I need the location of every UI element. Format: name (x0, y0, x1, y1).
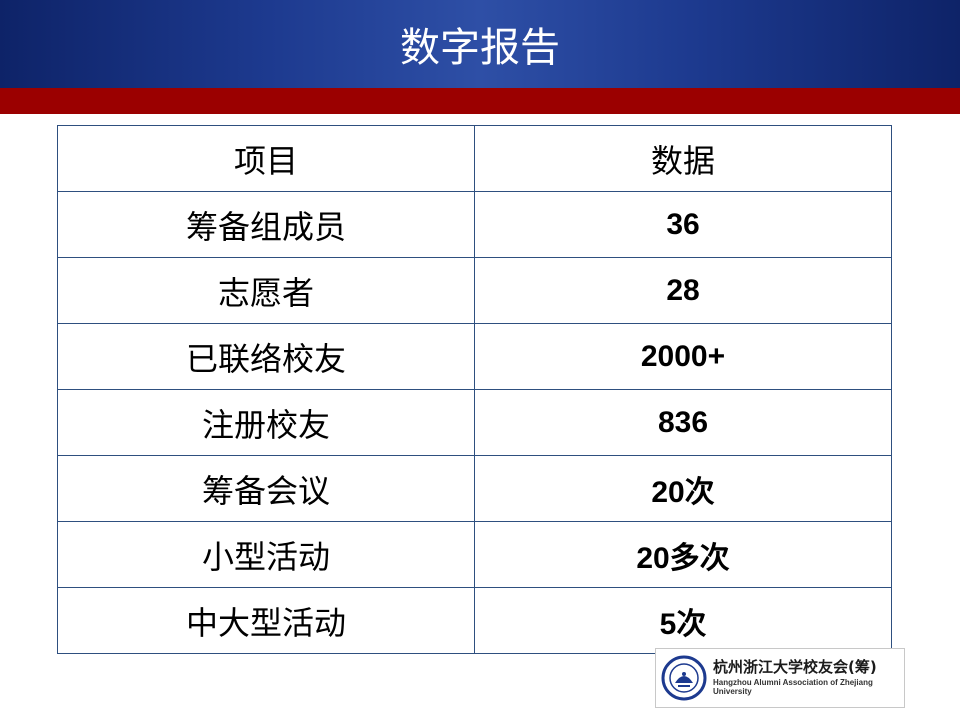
row-value-cell: 836 (474, 389, 892, 456)
header-band (0, 0, 960, 88)
table-row: 志愿者 28 (57, 257, 892, 324)
slide-title: 数字报告 (400, 25, 560, 71)
table-header-row: 项目 数据 (57, 125, 892, 192)
logo-english-name: Hangzhou Alumni Association of Zhejiang … (713, 677, 873, 696)
row-value-cell: 5次 (474, 587, 892, 654)
row-value-cell: 2000+ (474, 323, 892, 390)
row-item-cell: 中大型活动 (57, 587, 475, 654)
row-value-cell: 20多次 (474, 521, 892, 588)
row-item-cell: 注册校友 (57, 389, 475, 456)
table-row: 注册校友 836 (57, 389, 892, 456)
data-table: 项目 数据 筹备组成员 36 志愿者 28 已联络校友 2000+ 注册校友 8… (57, 125, 892, 654)
header-item-cell: 项目 (57, 125, 475, 192)
table-row: 中大型活动 5次 (57, 587, 892, 654)
table-row: 筹备组成员 36 (57, 191, 892, 258)
accent-red-bar (0, 88, 960, 114)
row-value-cell: 20次 (474, 455, 892, 522)
row-item-cell: 已联络校友 (57, 323, 475, 390)
logo-chinese-name: 杭州浙江大学校友会(筹) (713, 658, 877, 677)
row-item-cell: 小型活动 (57, 521, 475, 588)
row-item-cell: 志愿者 (57, 257, 475, 324)
university-seal-icon (661, 655, 707, 701)
table-row: 筹备会议 20次 (57, 455, 892, 522)
row-value-cell: 36 (474, 191, 892, 258)
row-item-cell: 筹备组成员 (57, 191, 475, 258)
table-row: 小型活动 20多次 (57, 521, 892, 588)
data-table-container: 项目 数据 筹备组成员 36 志愿者 28 已联络校友 2000+ 注册校友 8… (57, 125, 892, 654)
table-row: 已联络校友 2000+ (57, 323, 892, 390)
alumni-association-logo: 杭州浙江大学校友会(筹) Hangzhou Alumni Association… (655, 648, 905, 708)
row-value-cell: 28 (474, 257, 892, 324)
header-value-cell: 数据 (474, 125, 892, 192)
row-item-cell: 筹备会议 (57, 455, 475, 522)
